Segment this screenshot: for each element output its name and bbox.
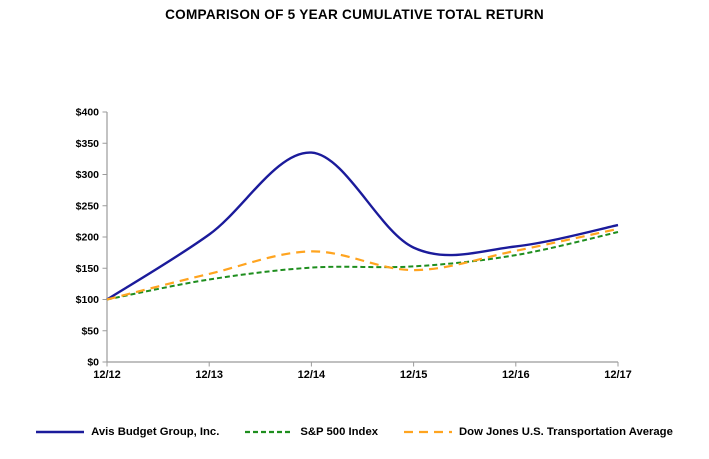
legend-item-avis-budget-group-inc: Avis Budget Group, Inc. [36, 426, 219, 438]
legend-line-icon [36, 430, 85, 434]
legend-label: Dow Jones U.S. Transportation Average [459, 426, 673, 438]
legend-line-icon [245, 430, 294, 434]
x-tick-label: 12/14 [298, 369, 326, 381]
y-tick-label: $250 [76, 200, 100, 212]
chart-title: COMPARISON OF 5 YEAR CUMULATIVE TOTAL RE… [165, 7, 544, 22]
y-tick-label: $100 [76, 294, 100, 306]
x-tick-label: 12/12 [93, 369, 121, 381]
y-tick-label: $0 [87, 357, 99, 369]
legend: Avis Budget Group, Inc. S&P 500 Index Dow … [0, 426, 709, 438]
y-tick-label: $350 [76, 138, 100, 150]
legend-label: S&P 500 Index [300, 426, 379, 438]
series-line-s-p-500-index [106, 231, 619, 301]
x-tick-label: 12/15 [400, 369, 428, 381]
y-tick-label: $300 [76, 169, 100, 181]
x-tick-label: 12/17 [604, 369, 632, 381]
legend-item-s-p-500-index: S&P 500 Index [245, 426, 378, 438]
y-tick-label: $150 [76, 263, 100, 275]
series-line-avis-budget-group-inc [106, 151, 619, 301]
y-tick-label: $400 [76, 107, 100, 119]
x-tick-label: 12/16 [502, 369, 530, 381]
legend-item-dow-jones-u-s-transportation-average: Dow Jones U.S. Transportation Average [404, 426, 673, 438]
legend-label: Avis Budget Group, Inc. [91, 426, 220, 438]
plot-area: $0 $50 $100 $150 $200 $250 $300 $350 $400 12/12 12… [76, 107, 632, 382]
y-tick-label: $200 [76, 232, 100, 244]
legend-line-icon [404, 430, 453, 434]
series-line-dow-jones-u-s-transportation-average [106, 227, 619, 301]
y-tick-label: $50 [81, 325, 99, 337]
x-tick-label: 12/13 [195, 369, 223, 381]
